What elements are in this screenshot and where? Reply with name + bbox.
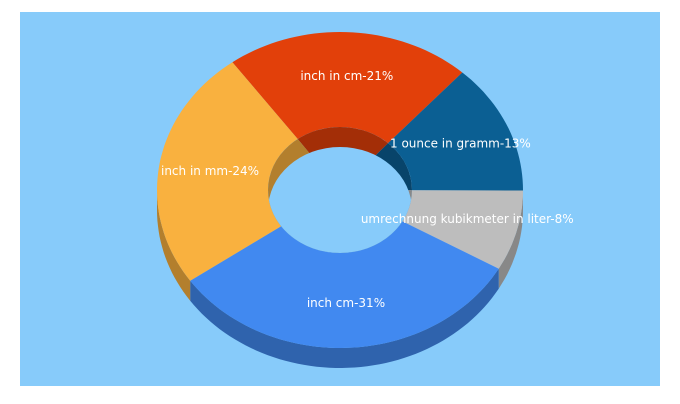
- slice: [388, 72, 523, 191]
- slice-side: [190, 268, 499, 368]
- slice-side: [498, 190, 523, 289]
- slice: [157, 62, 298, 281]
- slice: [190, 221, 499, 348]
- slice-side: [157, 190, 191, 301]
- slice: [232, 32, 463, 144]
- slice-label: 1 ounce in gramm-13%: [390, 136, 531, 150]
- hole-floor: [268, 147, 412, 253]
- slice-label: umrechnung kubikmeter in liter-8%: [361, 212, 574, 226]
- slice: [402, 190, 523, 269]
- slice-label: inch in mm-24%: [161, 164, 259, 178]
- slice-label: inch in cm-21%: [300, 69, 393, 83]
- slice-label: inch cm-31%: [307, 296, 385, 310]
